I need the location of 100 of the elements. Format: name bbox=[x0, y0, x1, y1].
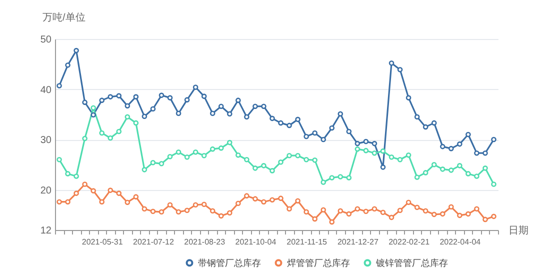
point bbox=[116, 93, 122, 98]
legend-label: 焊管管厂总库存 bbox=[287, 258, 350, 268]
point bbox=[167, 95, 173, 100]
point bbox=[346, 128, 352, 134]
point bbox=[320, 136, 326, 142]
point bbox=[354, 146, 360, 152]
point bbox=[320, 207, 326, 213]
point bbox=[431, 120, 437, 126]
x-tick-label: 2021-08-23 bbox=[184, 238, 226, 246]
point bbox=[482, 166, 488, 171]
point bbox=[491, 214, 496, 220]
point bbox=[176, 149, 182, 155]
point bbox=[158, 161, 164, 166]
point bbox=[491, 136, 496, 142]
point bbox=[270, 197, 275, 202]
point bbox=[320, 180, 326, 185]
point bbox=[466, 211, 471, 217]
point bbox=[422, 124, 428, 130]
x-axis-title: 日期 bbox=[508, 224, 528, 236]
y-axis-title: 万吨/单位 bbox=[42, 12, 86, 24]
point bbox=[388, 60, 394, 66]
point bbox=[90, 105, 96, 111]
point bbox=[329, 219, 335, 225]
point bbox=[150, 208, 156, 214]
point bbox=[372, 206, 378, 212]
point bbox=[457, 212, 462, 218]
point bbox=[82, 182, 88, 187]
point bbox=[192, 149, 198, 155]
x-tick-label: 2022-04-04 bbox=[440, 238, 482, 246]
point bbox=[440, 166, 446, 172]
point bbox=[176, 209, 182, 215]
x-tick-label: 2021-07-12 bbox=[133, 238, 174, 246]
point bbox=[116, 190, 122, 196]
point bbox=[74, 190, 79, 196]
point bbox=[142, 206, 148, 212]
point bbox=[108, 188, 114, 193]
point bbox=[422, 208, 428, 214]
point bbox=[372, 140, 378, 146]
point bbox=[346, 211, 352, 217]
point bbox=[457, 163, 462, 168]
point bbox=[133, 94, 139, 100]
point bbox=[158, 92, 164, 98]
point bbox=[82, 100, 88, 105]
point bbox=[295, 116, 300, 122]
point bbox=[142, 114, 148, 120]
point bbox=[226, 111, 232, 117]
point bbox=[440, 144, 446, 150]
point bbox=[124, 200, 130, 205]
point bbox=[65, 62, 70, 68]
point bbox=[270, 168, 275, 174]
point bbox=[397, 208, 403, 214]
point bbox=[261, 199, 266, 204]
point bbox=[312, 216, 318, 222]
point bbox=[252, 104, 258, 109]
point bbox=[184, 97, 190, 102]
point bbox=[184, 208, 190, 214]
point bbox=[99, 130, 105, 136]
point bbox=[116, 128, 122, 134]
point bbox=[56, 199, 62, 204]
point bbox=[388, 214, 394, 220]
point bbox=[312, 157, 318, 163]
point bbox=[201, 202, 207, 208]
point bbox=[286, 122, 292, 128]
point bbox=[380, 148, 386, 154]
point bbox=[99, 199, 105, 204]
point bbox=[82, 136, 88, 142]
point bbox=[124, 103, 130, 108]
point bbox=[261, 104, 266, 109]
point bbox=[90, 188, 96, 194]
point bbox=[329, 175, 335, 180]
point bbox=[440, 211, 446, 217]
point bbox=[158, 209, 164, 215]
point bbox=[388, 154, 394, 160]
point bbox=[192, 84, 198, 90]
y-tick-label: 40 bbox=[40, 84, 52, 96]
point bbox=[270, 116, 275, 122]
point bbox=[363, 138, 369, 144]
point bbox=[65, 199, 70, 204]
point bbox=[466, 132, 471, 138]
point bbox=[474, 206, 480, 212]
point bbox=[431, 162, 437, 168]
point bbox=[218, 145, 224, 151]
point bbox=[414, 174, 420, 180]
point bbox=[133, 120, 139, 126]
point bbox=[201, 94, 207, 99]
point bbox=[363, 148, 369, 154]
point bbox=[236, 98, 241, 103]
legend-label: 镀锌管管厂总库存 bbox=[375, 258, 448, 268]
point bbox=[380, 210, 386, 216]
point bbox=[252, 196, 258, 202]
point bbox=[372, 150, 378, 156]
point bbox=[150, 160, 156, 166]
point bbox=[422, 170, 428, 176]
point bbox=[448, 204, 454, 210]
point bbox=[56, 156, 62, 162]
point bbox=[406, 95, 412, 100]
x-tick-label: 2022-02-21 bbox=[388, 238, 430, 246]
point bbox=[397, 156, 403, 162]
point bbox=[150, 106, 156, 112]
point bbox=[74, 48, 79, 54]
